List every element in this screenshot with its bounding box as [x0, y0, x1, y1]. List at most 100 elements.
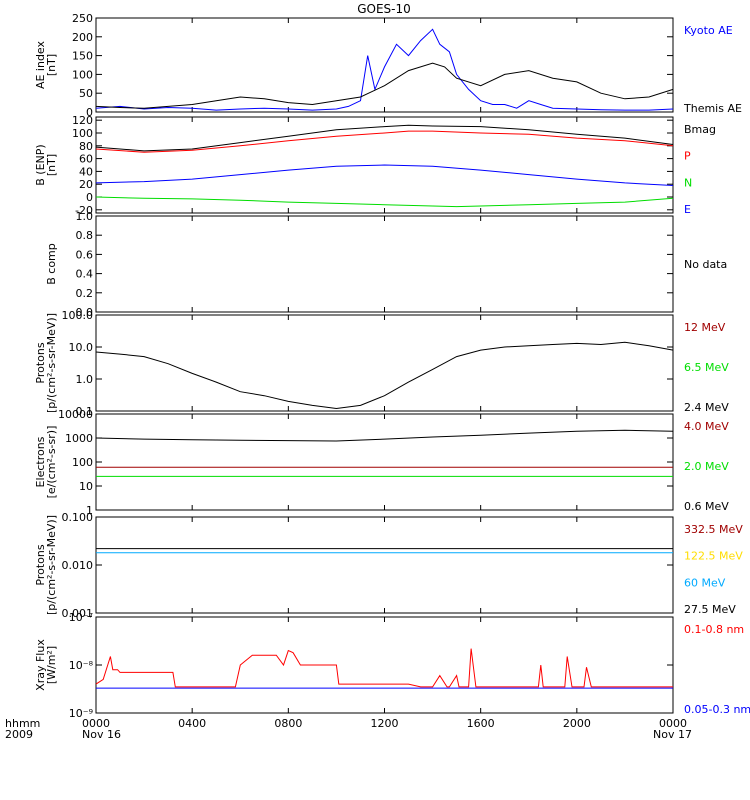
legend-label: 2.0 MeV [684, 460, 729, 473]
series-line [95, 341, 674, 410]
legend-label: 0.6 MeV [684, 500, 729, 513]
legend-label: N [684, 176, 692, 189]
y-axis-label: Xray Flux [34, 639, 47, 691]
y-axis-label: [e/(cm²-s-sr)] [45, 426, 58, 499]
figure-title: GOES-10 [357, 2, 411, 16]
legend-label: No data [684, 258, 727, 271]
y-tick-label: 10.0 [69, 341, 94, 354]
series-line [95, 62, 674, 109]
y-tick-label: 0.2 [76, 287, 94, 300]
y-tick-label: 10⁻⁸ [69, 659, 94, 672]
plot-frame [95, 413, 674, 511]
y-axis-label: AE index [34, 40, 47, 89]
legend-label: 0.05-0.3 nm [684, 703, 750, 716]
legend-label: 12 MeV [684, 321, 726, 334]
legend-label: 6.5 MeV [684, 361, 729, 374]
legend-label: P [684, 150, 691, 163]
legend-label: 122.5 MeV [684, 550, 743, 563]
y-tick-label: 1.0 [76, 373, 94, 386]
y-tick-label: 200 [72, 31, 93, 44]
y-axis-label: Protons [34, 544, 47, 585]
y-tick-label: 250 [72, 12, 93, 25]
y-axis-label: [nT] [45, 54, 58, 76]
x-tick-label: 1600 [467, 717, 495, 730]
y-tick-label: 120 [72, 114, 93, 127]
y-axis-label: B (ENP) [34, 144, 47, 185]
y-axis-label: B comp [45, 243, 58, 285]
series-line [95, 28, 674, 111]
y-tick-label: 0.8 [76, 229, 94, 242]
plot-frame [95, 616, 674, 714]
y-tick-label: 100 [72, 127, 93, 140]
x-tick-label: 1200 [371, 717, 399, 730]
y-tick-label: 100 [72, 456, 93, 469]
y-axis-label: Protons [34, 342, 47, 383]
y-tick-label: 10⁻⁹ [69, 707, 93, 720]
y-tick-label: 150 [72, 50, 93, 63]
y-tick-label: 100.0 [62, 309, 94, 322]
panel-hiprotons: 0.001 0.010 0.100 Protons[p/(cm²-s-sr-MeV)]… [34, 511, 743, 620]
start-date-label: Nov 16 [82, 728, 121, 741]
y-tick-label: 1000 [65, 432, 93, 445]
y-tick-label: 0 [86, 106, 93, 119]
panel-bcomp: 0.0 0.2 0.4 0.6 0.8 1.0 B comp No data [45, 210, 727, 319]
y-tick-label: 0.100 [62, 511, 94, 524]
x-tick-label: 0800 [274, 717, 302, 730]
legend-label: Themis AE [683, 102, 742, 115]
figure-footer: hhmm 2009 Nov 16 Nov 17 [5, 717, 692, 741]
year-label: 2009 [5, 728, 33, 741]
plot-frame [95, 516, 674, 614]
y-tick-label: 10⁻⁷ [69, 611, 93, 624]
plot-frame [95, 215, 674, 313]
y-tick-label: -20 [75, 204, 93, 217]
y-tick-label: 40 [79, 165, 93, 178]
plot-frame [95, 314, 674, 412]
legend-label: 4.0 MeV [684, 420, 729, 433]
legend-label: Kyoto AE [684, 24, 733, 37]
y-tick-label: 0.4 [76, 268, 94, 281]
y-tick-label: 0.001 [62, 607, 94, 620]
series-line [95, 164, 674, 186]
y-tick-label: 0.1 [76, 405, 94, 418]
x-tick-label: 0000 [82, 717, 110, 730]
y-tick-label: 1 [86, 504, 93, 517]
panel-xray: 10⁻⁹ 10⁻⁸ 10⁻⁷ Xray Flux[W/m²] 0.1-0.8 nm 0.0… [34, 611, 750, 720]
series-line [95, 429, 674, 442]
series-line [95, 196, 674, 208]
legend-label: E [684, 203, 691, 216]
legend-label: 332.5 MeV [684, 523, 743, 536]
legend-label: 27.5 MeV [684, 603, 736, 616]
panel-electrons: 1 10 100 1000 10000 Electrons[e/(cm²-s-sr)] 4.… [34, 408, 729, 517]
legend-label: 2.4 MeV [684, 401, 729, 414]
y-axis-label: [p/(cm²-s-sr-MeV)] [45, 313, 58, 413]
y-axis-label: [nT] [45, 154, 58, 176]
y-tick-label: 10 [79, 480, 93, 493]
x-tick-label: 2000 [563, 717, 591, 730]
y-tick-label: 10000 [58, 408, 93, 421]
y-tick-label: 50 [79, 87, 93, 100]
y-axis-label: Electrons [34, 436, 47, 487]
legend-label: 60 MeV [684, 576, 726, 589]
end-date-label: Nov 17 [653, 728, 692, 741]
y-tick-label: 80 [79, 140, 93, 153]
y-tick-label: 1.0 [76, 210, 94, 223]
y-tick-label: 0.0 [76, 306, 94, 319]
panel-ae: 0 50 100 150 200 250 AE index[nT] Kyoto AE Themi… [34, 12, 742, 119]
y-tick-label: 0 [86, 191, 93, 204]
legend-label: 0.1-0.8 nm [684, 623, 744, 636]
panel-protons: 0.1 1.0 10.0 100.0 Protons[p/(cm²-s-sr-MeV)]… [34, 309, 729, 418]
legend-label: Bmag [684, 123, 716, 136]
x-tick-label: 0400 [178, 717, 206, 730]
series-line [95, 130, 674, 153]
y-tick-label: 0.010 [62, 559, 94, 572]
y-axis-label: [p/(cm²-s-sr-MeV)] [45, 515, 58, 615]
y-tick-label: 100 [72, 68, 93, 81]
series-line [95, 124, 674, 152]
plot-frame [95, 17, 674, 113]
y-tick-label: 20 [79, 178, 93, 191]
y-axis-label: [W/m²] [45, 646, 58, 684]
y-tick-label: 0.6 [76, 248, 94, 261]
